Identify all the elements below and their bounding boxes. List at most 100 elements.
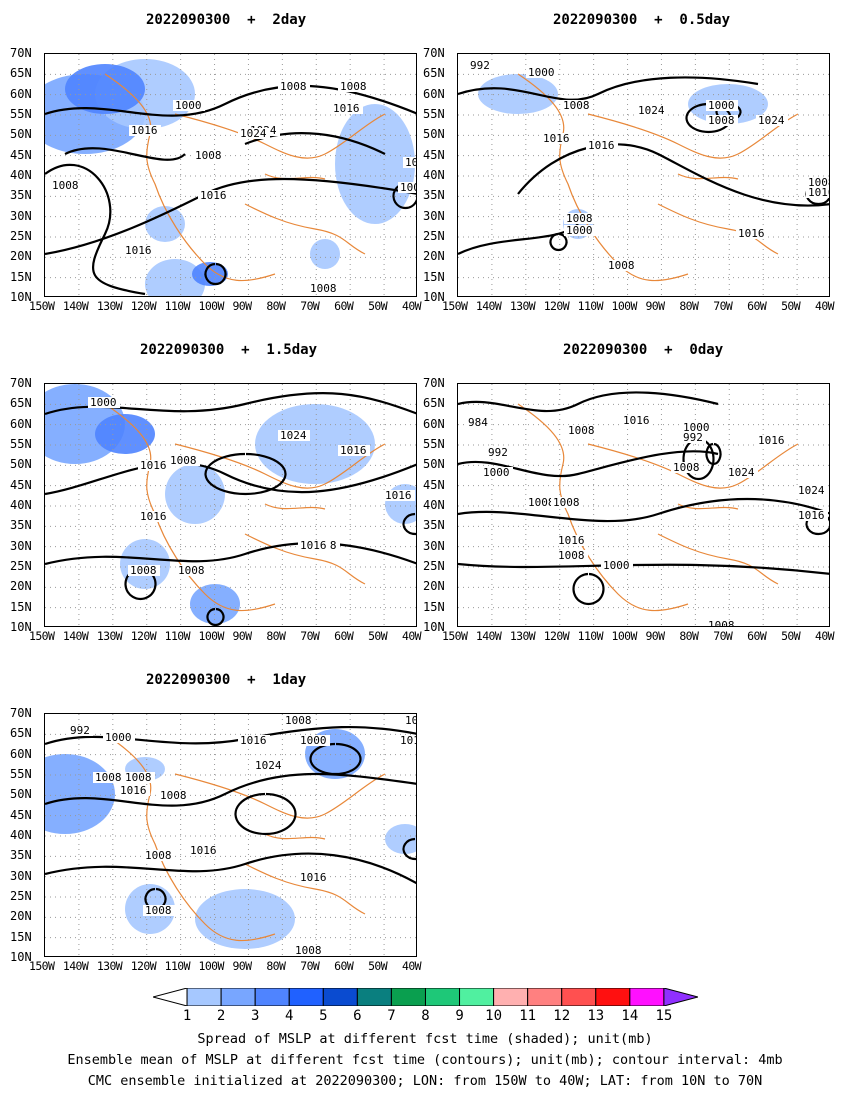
spread-shading [120,539,170,589]
contour-label: 1024 [758,114,785,127]
contour-label-bg [128,565,160,576]
x-tick-label: 110W [164,299,191,313]
x-tick-label: 70W [713,299,733,313]
x-tick-label: 150W [29,299,55,313]
y-tick-label: 70N [10,46,32,60]
contour-label-bg [168,455,200,466]
x-tick-label: 150W [442,629,468,643]
y-tick-label: 30N [10,538,32,553]
contour-label: 1008 [145,904,172,917]
contour-label-bg [561,100,593,111]
colorbar-label: 9 [455,1008,464,1024]
contour-label-bg [796,510,828,521]
x-tick-label: 120W [543,629,570,643]
contour-label: 1016 [300,871,327,884]
colorbar-label: 4 [285,1008,294,1024]
contour-label-bg [806,177,829,188]
contour-label-bg [564,213,596,224]
contour-label: 1024 [798,484,825,497]
contour-label: 1008 [160,789,187,802]
contour-label-bg [466,417,491,428]
contour-label-bg [50,180,82,191]
mslp-contour [206,607,225,626]
x-tick-label: 80W [266,959,286,973]
contour-label: 1008 [528,496,555,509]
contour-label-bg [138,511,170,522]
x-tick-label: 60W [747,299,767,313]
y-tick-label: 65N [423,396,445,411]
colorbar-swatch [629,988,665,1006]
x-tick-label: 90W [232,299,252,313]
colorbar-swatch [595,988,631,1006]
mslp-contour [402,837,416,861]
y-tick-label: 35N [10,848,32,863]
map-canvas: 1000100810161024100810161024100810161008… [45,54,416,296]
contour-label-bg [118,785,150,796]
coastline [104,733,386,942]
y-tick-label: 30N [423,208,445,223]
spread-shading [255,404,375,484]
y-tick-label: 25N [10,229,32,243]
y-tick-label: 40N [423,498,445,512]
panel-title: 2022090300 + 0day [563,342,724,358]
contour-label: 1008 [340,80,367,93]
x-tick-label: 110W [164,629,191,643]
contour-label-bg [726,467,758,478]
x-tick-label: 100W [611,299,638,313]
contour-label: 1008 [170,454,197,467]
mslp-contour [204,262,227,286]
contour-label-bg [293,945,325,956]
spread-shading [192,262,228,286]
contour-label-bg [188,845,220,856]
y-tick-label: 20N [10,579,32,594]
x-tick-label: 150W [29,629,55,643]
y-tick-label: 15N [423,599,445,614]
contour-label: 984 [468,416,488,429]
x-tick-label: 70W [300,299,320,313]
contour-label: 1000 [708,99,735,112]
x-tick-label: 110W [577,299,604,313]
panel-title: 2022090300 + 2day [146,12,307,28]
contour-label: 1024 [280,429,307,442]
y-tick-label: 55N [423,437,445,451]
contour-label: 1016 [190,844,217,857]
contour-label: 1000 [90,396,117,409]
x-tick-label: 50W [368,959,388,973]
contour-label-bg [796,485,828,496]
contour-label-bg [398,182,416,193]
mslp-contour [458,450,719,478]
y-tick-label: 10N [423,290,445,304]
contour-label-bg [706,100,738,111]
contour-label: 1008 [558,549,585,562]
colorbar-swatch [493,988,529,1006]
x-tick-label: 130W [96,299,123,313]
caption-line-2: Ensemble mean of MSLP at different fcst … [67,1052,783,1068]
contour-label: 1000 [603,559,630,572]
y-tick-label: 50N [10,127,32,142]
mslp-contour [64,147,186,161]
mslp-contour [45,772,416,807]
spread-shading [145,206,185,242]
y-tick-label: 25N [10,559,32,573]
colorbar-label: 12 [553,1008,571,1024]
caption-line-3: CMC ensemble initialized at 2022090300; … [87,1073,763,1089]
contour-label-bg [526,497,558,508]
mslp-contour [45,461,416,496]
mslp-contour [549,232,568,251]
y-tick-label: 40N [423,168,445,182]
contour-label: 1000 [300,734,327,747]
y-tick-label: 60N [423,86,445,101]
map-0day: 984 992 1000 1008 1016 1000 992 1008 1016 1024 102… [457,383,830,627]
contour-label-bg [398,735,416,746]
mslp-contour [204,452,287,496]
colorbar-arrow-left [153,988,188,1006]
contour-label-bg [278,430,310,441]
coastline [517,403,799,612]
x-tick-label: 60W [334,299,354,313]
contour-label: 1024 [255,759,282,772]
map-canvas: 9921000100810161016102410001008102410081… [458,54,829,296]
mslp-contour [458,76,759,101]
contour-label-bg [706,115,738,126]
contour-label-bg [93,772,125,783]
contour-label: 1016 [588,139,615,152]
